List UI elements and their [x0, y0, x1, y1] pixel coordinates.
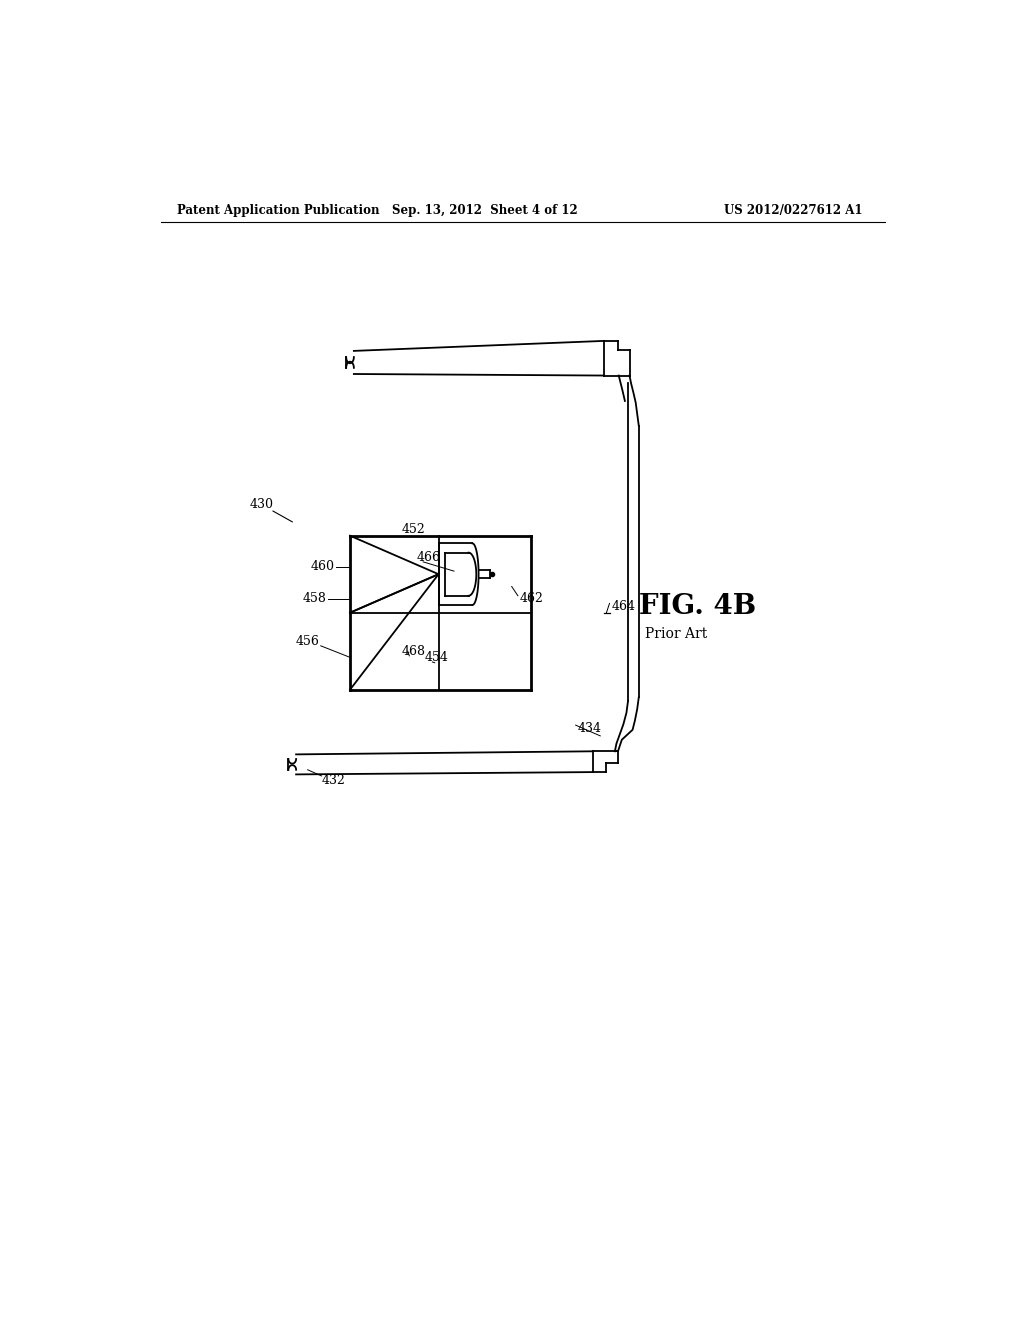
Text: 462: 462 — [519, 593, 544, 606]
Text: 456: 456 — [295, 635, 319, 648]
Text: 460: 460 — [310, 560, 335, 573]
Text: 466: 466 — [417, 550, 441, 564]
Text: Prior Art: Prior Art — [645, 627, 708, 642]
Text: 454: 454 — [425, 651, 449, 664]
Text: FIG. 4B: FIG. 4B — [639, 593, 756, 620]
Text: 452: 452 — [401, 523, 425, 536]
Text: 434: 434 — [578, 722, 601, 735]
Text: Sep. 13, 2012  Sheet 4 of 12: Sep. 13, 2012 Sheet 4 of 12 — [392, 205, 578, 218]
Text: Patent Application Publication: Patent Application Publication — [177, 205, 379, 218]
Text: 430: 430 — [250, 499, 273, 511]
Text: US 2012/0227612 A1: US 2012/0227612 A1 — [724, 205, 862, 218]
Text: 458: 458 — [303, 593, 327, 606]
Text: 464: 464 — [611, 601, 636, 612]
Text: 468: 468 — [401, 644, 426, 657]
Text: 432: 432 — [322, 774, 345, 787]
